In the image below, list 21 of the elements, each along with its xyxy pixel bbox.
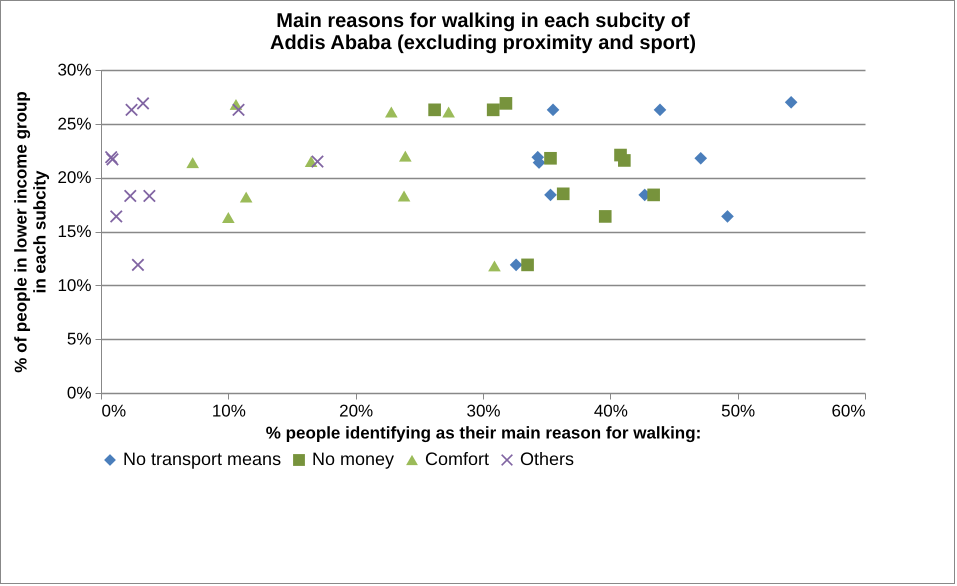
y-tick-label: 10% [57, 276, 92, 295]
x-tick-label: 10% [212, 402, 246, 420]
legend-label: No money [312, 449, 394, 469]
y-axis-title: % of people in lower income group in each subcity [11, 91, 50, 373]
y-tick-label: 0% [66, 384, 92, 402]
x-tick-label: 50% [721, 402, 756, 420]
x-tick-label: 20% [339, 402, 374, 420]
y-tick-label: 30% [57, 60, 92, 80]
x-tick-label: 40% [594, 402, 628, 420]
x-tick-label: 0% [102, 402, 126, 420]
x-axis-title: % people identifying as their main reason for walking: [266, 424, 702, 442]
x-tick-label: 30% [466, 402, 501, 420]
y-tick-label: 25% [57, 114, 92, 134]
y-tick-label: 15% [57, 222, 92, 241]
legend-label: Comfort [425, 449, 490, 469]
y-tick-label: 5% [66, 330, 92, 349]
chart-title: Main reasons for walking in each subcity of Addis Ababa (excluding proximity and sport) [270, 10, 696, 54]
legend-label: Others [520, 449, 574, 469]
y-tick-label: 20% [57, 168, 92, 188]
x-tick-label: 60% [831, 402, 866, 420]
legend-label: No transport means [123, 449, 282, 469]
